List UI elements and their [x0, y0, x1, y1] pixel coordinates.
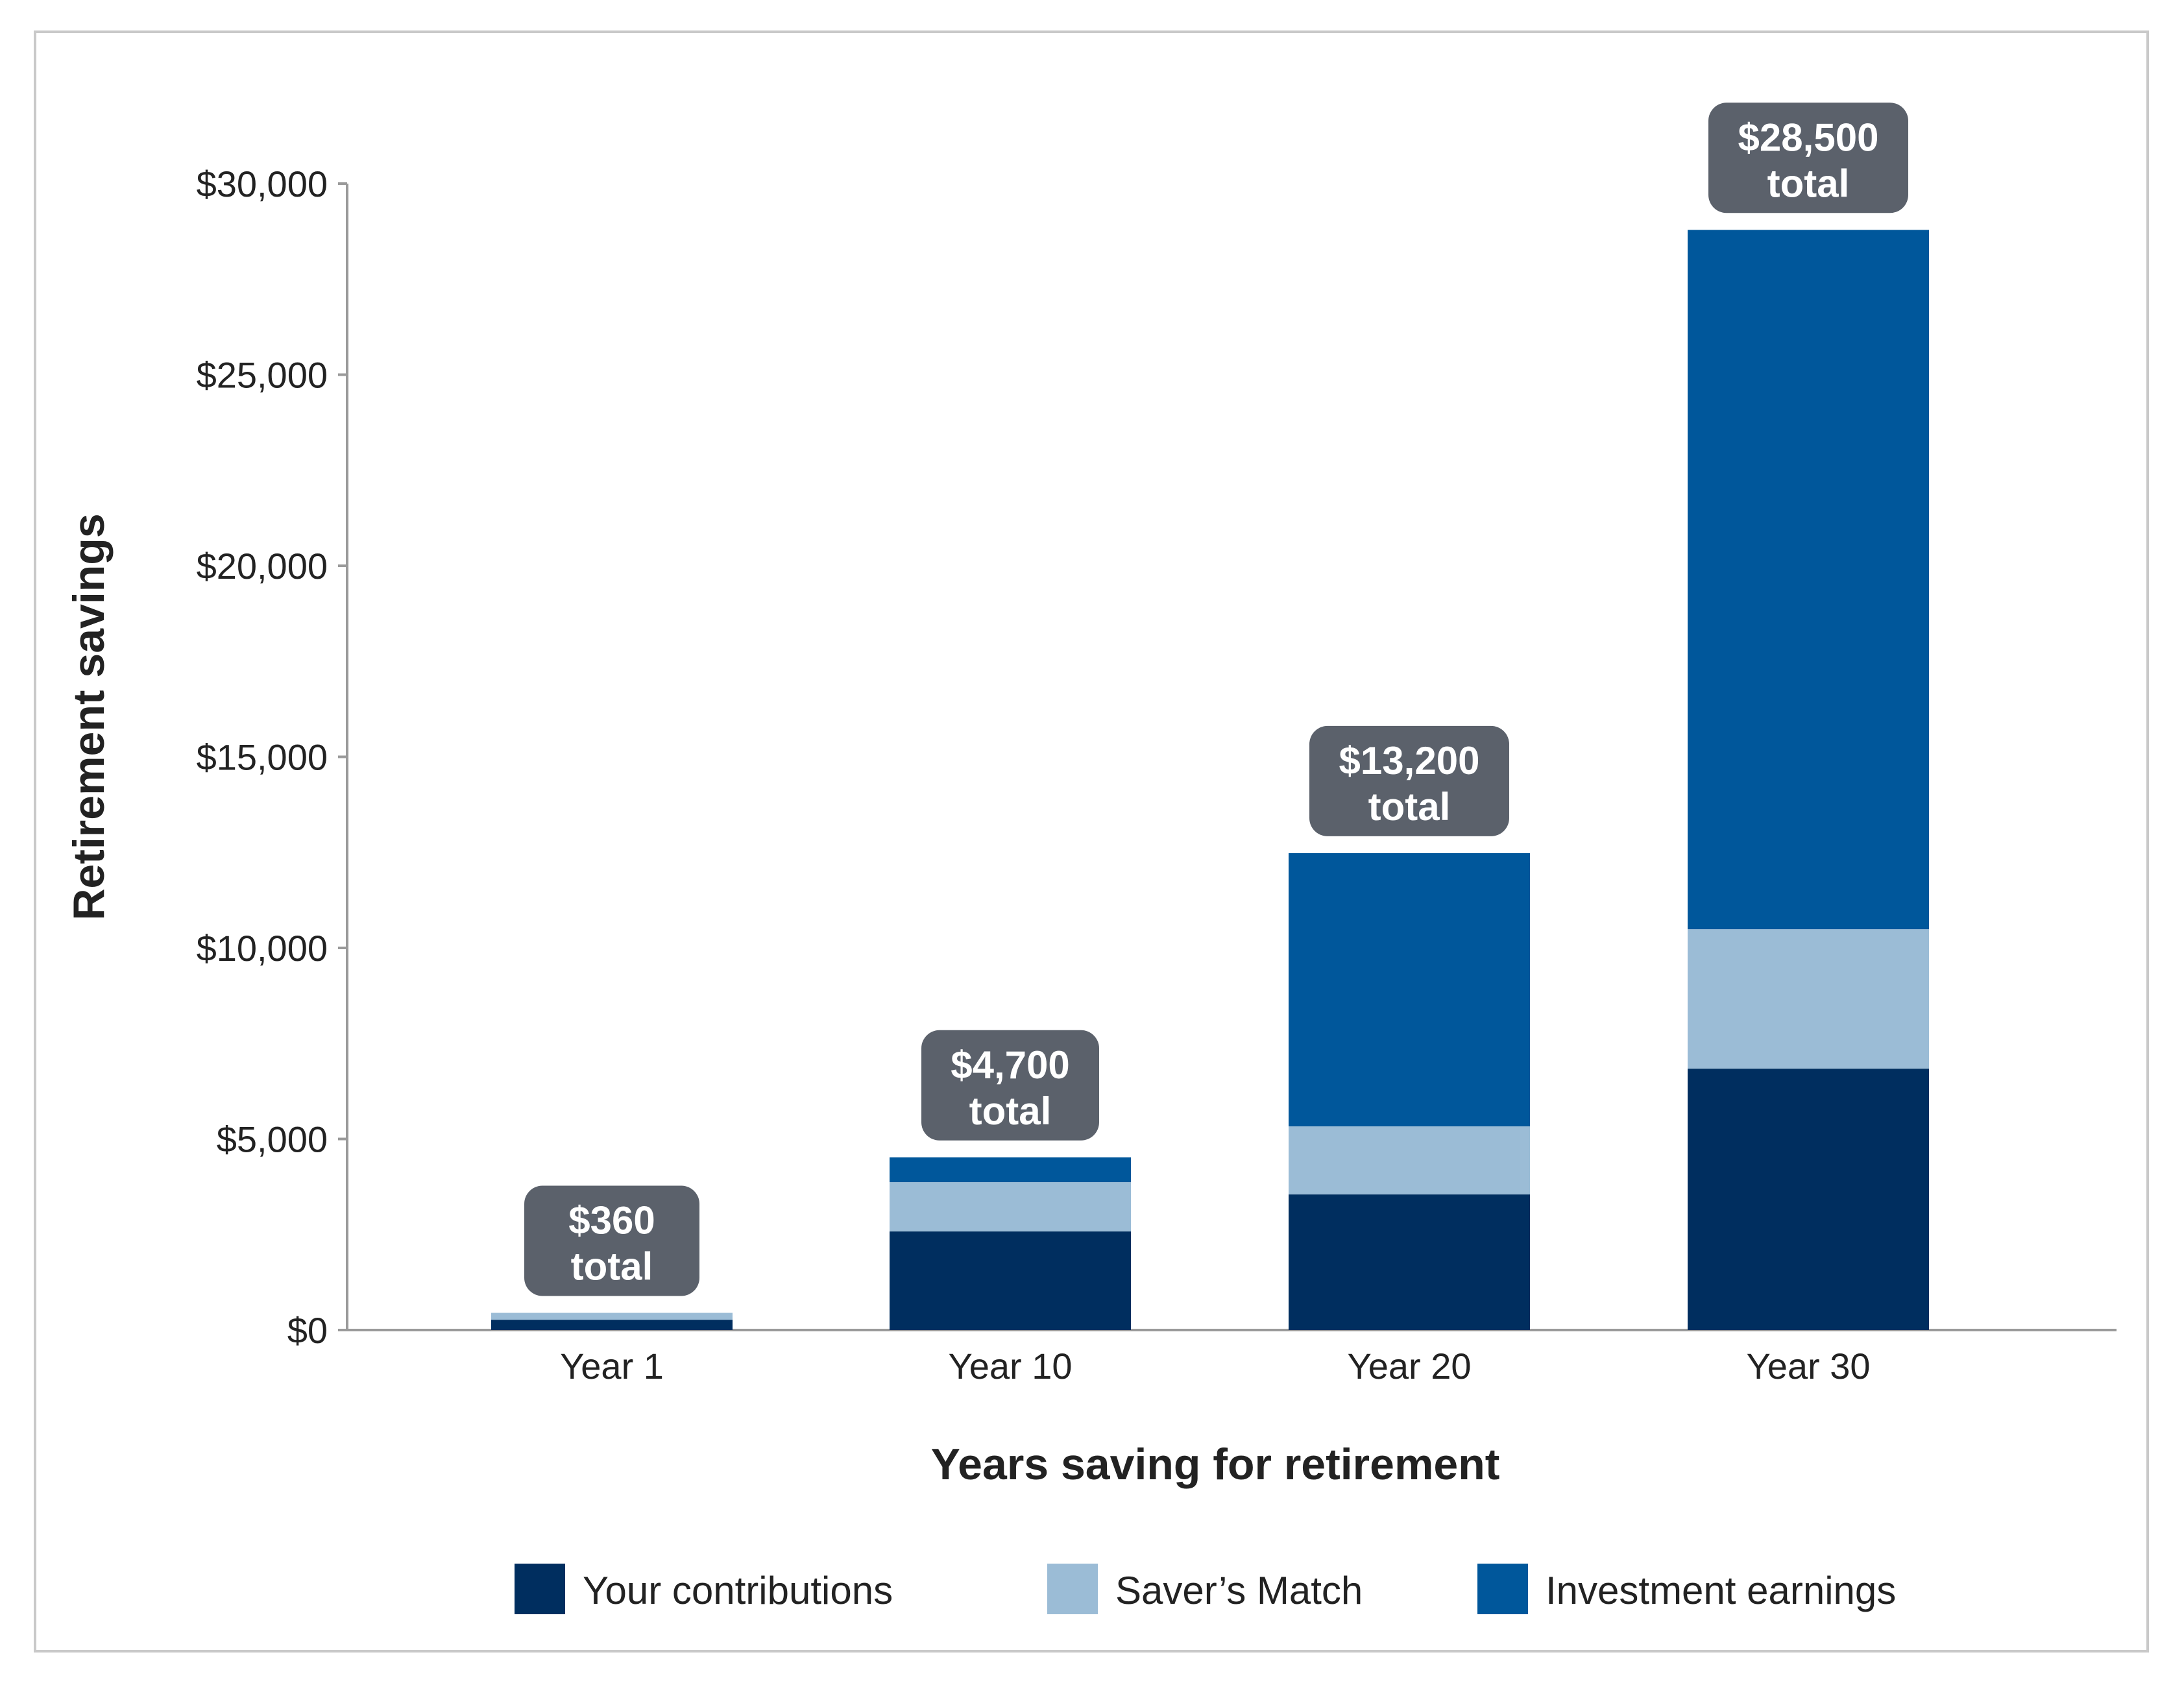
- bar-segment-saver-s-match: [491, 1313, 733, 1320]
- legend-label: Investment earnings: [1546, 1569, 1896, 1612]
- legend-swatch: [515, 1564, 565, 1614]
- y-tick-label: $20,000: [197, 546, 328, 587]
- total-callout: [1309, 725, 1509, 836]
- total-callout-value: $360: [568, 1198, 655, 1242]
- total-callout: [921, 1030, 1099, 1141]
- y-axis-title: Retirement savings: [64, 513, 114, 920]
- total-callout-value: $13,200: [1339, 739, 1480, 782]
- y-tick-label: $0: [287, 1310, 328, 1351]
- bar-segment-investment-earnings: [890, 1157, 1131, 1183]
- total-callout-word: total: [1368, 785, 1451, 829]
- y-tick-label: $15,000: [197, 737, 328, 778]
- bar-segment-your-contributions: [491, 1320, 733, 1330]
- x-axis-title: Years saving for retirement: [931, 1440, 1500, 1489]
- bar-segment-investment-earnings: [1289, 853, 1530, 1127]
- y-tick-label: $5,000: [217, 1119, 328, 1160]
- x-tick-label: Year 20: [1348, 1346, 1472, 1386]
- bar-segment-your-contributions: [1289, 1194, 1530, 1330]
- bar-segment-saver-s-match: [1289, 1126, 1530, 1194]
- total-callout-word: total: [571, 1244, 653, 1288]
- total-callout: [1708, 103, 1908, 213]
- x-tick-label: Year 1: [560, 1346, 664, 1386]
- total-callout-word: total: [1767, 162, 1850, 205]
- legend-label: Saver’s Match: [1115, 1569, 1363, 1612]
- legend-swatch: [1047, 1564, 1098, 1614]
- y-tick-label: $25,000: [197, 355, 328, 396]
- y-tick-label: $10,000: [197, 928, 328, 969]
- bar-segment-your-contributions: [890, 1231, 1131, 1330]
- x-tick-label: Year 10: [949, 1346, 1073, 1386]
- bar-segment-saver-s-match: [890, 1182, 1131, 1232]
- bar-segment-saver-s-match: [1688, 929, 1929, 1069]
- x-tick-label: Year 30: [1747, 1346, 1871, 1386]
- total-callout-value: $4,700: [951, 1043, 1070, 1087]
- total-callout-value: $28,500: [1738, 115, 1879, 159]
- bar-segment-investment-earnings: [1688, 230, 1929, 930]
- total-callout: [524, 1185, 699, 1296]
- bar-segment-your-contributions: [1688, 1069, 1929, 1330]
- legend-label: Your contributions: [583, 1569, 893, 1612]
- y-tick-label: $30,000: [197, 163, 328, 204]
- total-callout-word: total: [969, 1089, 1052, 1133]
- legend-swatch: [1477, 1564, 1528, 1614]
